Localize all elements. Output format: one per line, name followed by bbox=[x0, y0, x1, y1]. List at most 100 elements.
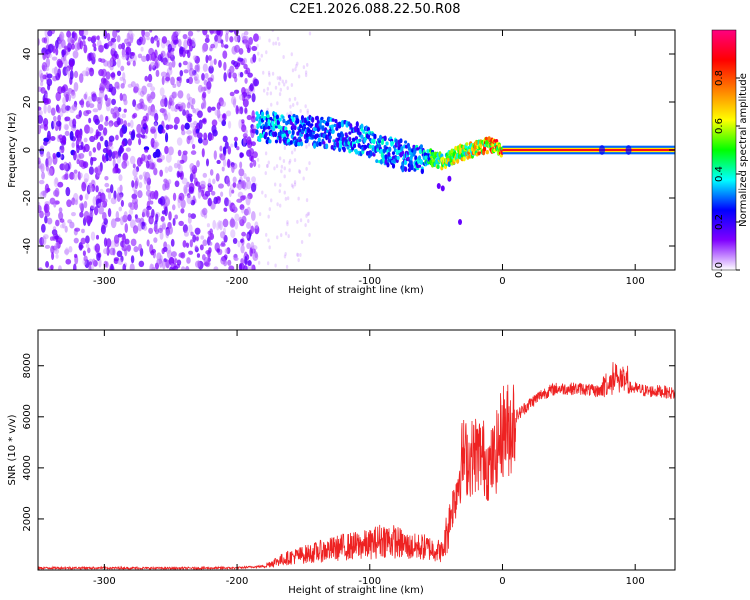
snr-x-tick-label: 100 bbox=[626, 576, 645, 587]
spectrogram-noise-cell bbox=[267, 70, 271, 75]
spectrogram-noise-cell bbox=[307, 142, 311, 147]
spectrogram-noise-cell bbox=[64, 130, 70, 137]
spectrogram-noise-cell bbox=[212, 178, 216, 185]
spectrogram-noise-cell bbox=[106, 60, 113, 68]
spectrogram-noise-cell bbox=[130, 255, 135, 264]
spectrogram-noise-cell bbox=[145, 160, 150, 169]
spectrogram-noise-cell bbox=[172, 218, 176, 226]
spectrogram-noise-cell bbox=[124, 223, 129, 233]
spectrogram-noise-cell bbox=[98, 57, 102, 63]
spectrogram-noise-cell bbox=[293, 147, 297, 152]
spectrogram-noise-cell bbox=[73, 32, 78, 42]
spectrogram-noise-cell bbox=[230, 143, 234, 148]
spectrogram-noise-cell bbox=[264, 151, 268, 156]
spectrogram-noise-cell bbox=[137, 53, 143, 59]
spectrogram-noise-cell bbox=[232, 182, 237, 188]
spectrogram-noise-cell bbox=[126, 60, 131, 66]
spectrogram-noise-cell bbox=[43, 123, 48, 131]
spectrogram-noise-cell bbox=[175, 30, 181, 36]
spectrogram-noise-cell bbox=[188, 116, 192, 123]
spectrogram-noise-cell bbox=[245, 180, 252, 190]
spectrogram-noise-cell bbox=[51, 56, 58, 61]
spectrogram-noise-cell bbox=[70, 91, 76, 99]
spectrogram-noise-cell bbox=[288, 160, 291, 165]
spectrogram-noise-cell bbox=[148, 227, 154, 234]
spectrogram-noise-cell bbox=[81, 35, 87, 40]
spectrogram-noise-cell bbox=[88, 67, 95, 77]
spectrogram-noise-cell bbox=[69, 70, 74, 80]
spectrogram-noise-cell bbox=[150, 250, 155, 256]
snr-x-tick-label: -300 bbox=[93, 576, 116, 587]
spectrogram-noise-cell bbox=[247, 72, 253, 78]
spectrogram-noise-cell bbox=[108, 135, 115, 142]
spectrogram-signal-cell bbox=[458, 219, 463, 225]
spectrogram-noise-cell bbox=[245, 233, 250, 239]
spectrogram-signal-cell bbox=[297, 141, 301, 147]
snr-y-tick-label: 6000 bbox=[22, 404, 33, 429]
spectrogram-signal-cell bbox=[255, 111, 259, 116]
spectrogram-noise-cell bbox=[116, 35, 121, 43]
spectrogram-noise-cell bbox=[55, 233, 59, 243]
spectrogram-signal-cell bbox=[368, 144, 372, 149]
spectrogram-noise-cell bbox=[191, 37, 196, 47]
spectrogram-noise-cell bbox=[250, 241, 255, 249]
spectrogram-noise-cell bbox=[228, 30, 235, 33]
spectrogram-noise-cell bbox=[238, 119, 243, 129]
spectrogram-noise-cell bbox=[68, 245, 73, 253]
spectrogram-noise-cell bbox=[212, 129, 218, 137]
spectrogram-noise-cell bbox=[190, 231, 194, 236]
spectrogram-noise-cell bbox=[207, 184, 214, 193]
snr-x-tick-label: 0 bbox=[499, 576, 505, 587]
spectrogram-noise-cell bbox=[44, 183, 50, 194]
spectrogram-noise-cell bbox=[79, 172, 83, 179]
spectrogram-noise-cell bbox=[276, 76, 280, 81]
spectrogram-noise-cell bbox=[44, 215, 48, 224]
spectrogram-noise-cell bbox=[219, 231, 226, 239]
spectrogram-noise-cell bbox=[88, 261, 93, 266]
spectrogram-signal-cell bbox=[333, 123, 337, 128]
spectrogram-noise-cell bbox=[229, 36, 234, 43]
spectrogram-signal-cell bbox=[399, 138, 403, 144]
spectrogram-noise-cell bbox=[189, 163, 195, 171]
spectrogram-noise-cell bbox=[118, 206, 123, 212]
spectrogram-noise-cell bbox=[98, 90, 105, 100]
spectrogram-noise-cell bbox=[188, 76, 194, 85]
spectrogram-noise-cell bbox=[228, 72, 232, 79]
spectrogram-noise-cell bbox=[104, 94, 108, 102]
spectrogram-noise-cell bbox=[191, 143, 196, 150]
spectrogram-noise-cell bbox=[156, 158, 163, 163]
spectrogram-noise-cell bbox=[39, 191, 44, 198]
spectrogram-noise-cell bbox=[266, 163, 269, 168]
spectrogram-noise-cell bbox=[74, 199, 78, 205]
spectrogram-noise-cell bbox=[200, 180, 206, 188]
spectrogram-noise-cell bbox=[251, 176, 256, 183]
spectrogram-noise-cell bbox=[203, 99, 207, 109]
spectrogram-noise-cell bbox=[117, 259, 124, 265]
spectrogram-noise-cell bbox=[63, 91, 70, 98]
spectrogram-noise-cell bbox=[78, 137, 82, 144]
spectrogram-noise-cell bbox=[177, 163, 181, 170]
spectrogram-noise-cell bbox=[167, 112, 171, 122]
spectrogram-noise-cell bbox=[88, 127, 94, 134]
spectrogram-noise-cell bbox=[146, 93, 152, 102]
spectrogram-noise-cell bbox=[283, 166, 286, 171]
spectrogram-noise-cell bbox=[220, 101, 227, 108]
spectrogram-noise-cell bbox=[246, 222, 252, 229]
spectrogram-noise-cell bbox=[96, 252, 101, 262]
spectrogram-noise-cell bbox=[251, 45, 258, 52]
spectrogram-signal-cell bbox=[328, 135, 332, 140]
spectrogram-noise-cell bbox=[241, 94, 246, 102]
spectrogram-noise-cell bbox=[265, 50, 268, 55]
spectrogram-noise-cell bbox=[224, 248, 228, 254]
spectrogram-noise-cell bbox=[274, 85, 278, 90]
spectrogram-noise-cell bbox=[80, 237, 86, 245]
spectrogram-signal-cell bbox=[366, 133, 371, 140]
spectrogram-noise-cell bbox=[112, 30, 118, 39]
spectrogram-noise-cell bbox=[129, 155, 136, 165]
spectrogram-noise-cell bbox=[212, 219, 217, 230]
spectrogram-noise-cell bbox=[78, 241, 83, 251]
spectrogram-signal-cell bbox=[277, 124, 281, 130]
spectrogram-noise-cell bbox=[153, 120, 159, 127]
colorbar-tick-label: 0.6 bbox=[714, 118, 725, 134]
spectrogram-noise-cell bbox=[57, 68, 62, 78]
